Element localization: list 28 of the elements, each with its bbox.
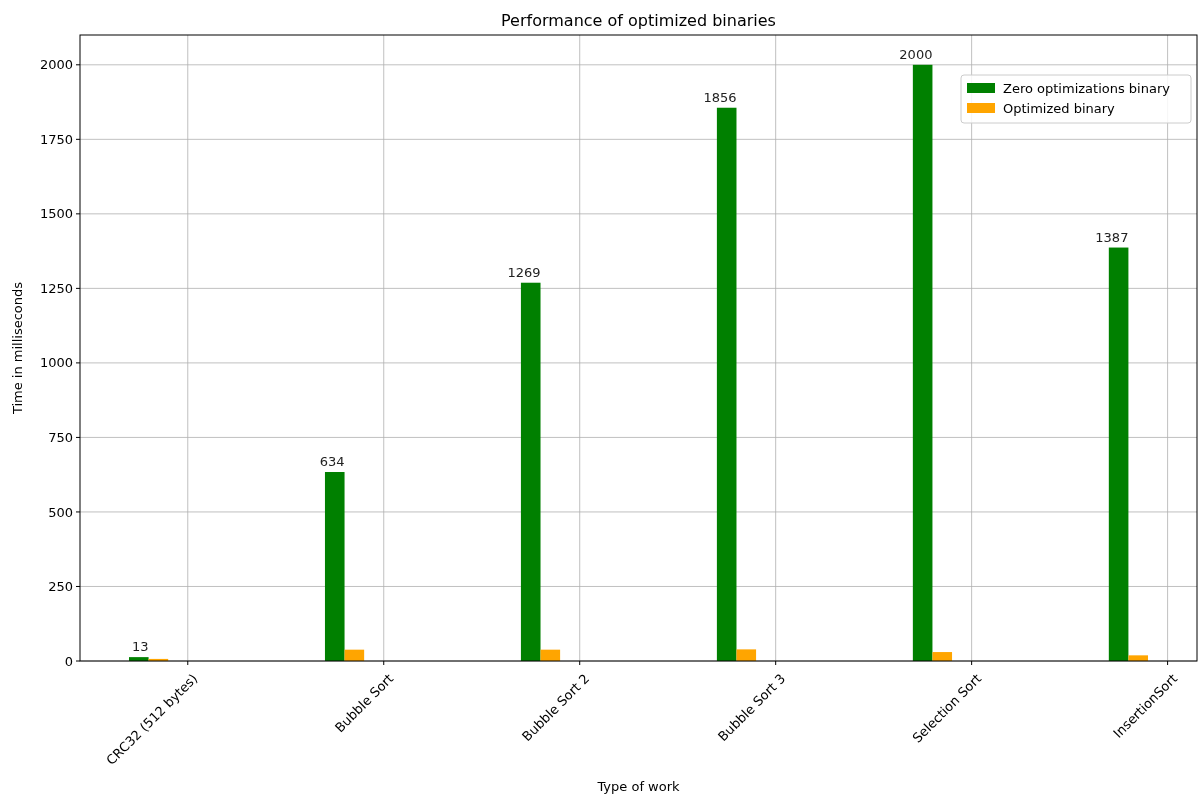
bar (736, 649, 757, 661)
data-label: 2000 (899, 46, 933, 62)
data-label: 1269 (507, 264, 541, 280)
data-label: 13 (132, 639, 149, 655)
y-axis-title: Time in milliseconds (10, 281, 25, 416)
bar (932, 652, 953, 661)
legend-label: Zero optimizations binary (1003, 80, 1171, 96)
y-tick-label: 500 (48, 504, 73, 520)
bar (1108, 247, 1129, 661)
chart-title: Performance of optimized binaries (501, 11, 776, 30)
bar (520, 282, 541, 661)
legend-label: Optimized binary (1003, 100, 1116, 116)
y-tick-label: 1250 (39, 280, 73, 296)
data-label: 1856 (703, 89, 737, 105)
data-label: 1387 (1095, 229, 1129, 245)
y-tick-label: 750 (48, 429, 73, 445)
y-tick-label: 0 (64, 653, 73, 669)
y-tick-label: 1000 (39, 355, 73, 371)
y-tick-label: 1750 (39, 131, 73, 147)
y-tick-label: 1500 (39, 206, 73, 222)
bar (716, 107, 737, 661)
bar (912, 64, 933, 661)
x-axis-title: Type of work (596, 779, 681, 794)
y-tick-label: 2000 (39, 57, 73, 73)
y-tick-label: 250 (48, 579, 73, 595)
bar (324, 472, 345, 661)
bar (1128, 655, 1149, 661)
data-label: 634 (319, 454, 345, 470)
